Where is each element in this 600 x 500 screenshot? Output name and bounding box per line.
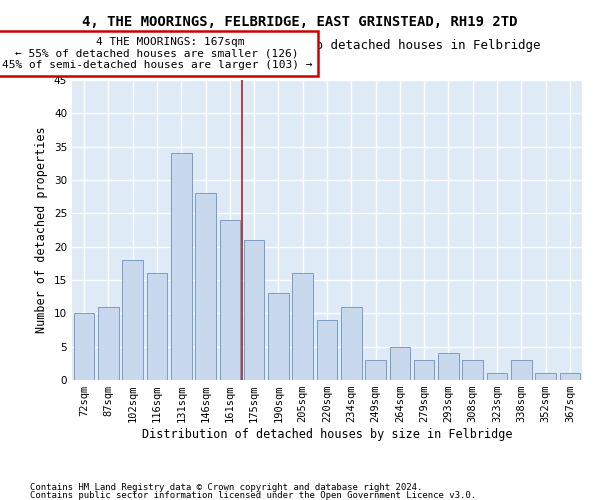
X-axis label: Distribution of detached houses by size in Felbridge: Distribution of detached houses by size … bbox=[142, 428, 512, 441]
Text: Contains public sector information licensed under the Open Government Licence v3: Contains public sector information licen… bbox=[30, 490, 476, 500]
Bar bbox=[535, 374, 556, 380]
Bar bbox=[511, 360, 532, 380]
Bar bbox=[171, 154, 191, 380]
Bar bbox=[341, 306, 362, 380]
Bar bbox=[74, 314, 94, 380]
Bar bbox=[98, 306, 119, 380]
Bar bbox=[146, 274, 167, 380]
Bar bbox=[365, 360, 386, 380]
Bar bbox=[463, 360, 483, 380]
Bar bbox=[317, 320, 337, 380]
Text: Contains HM Land Registry data © Crown copyright and database right 2024.: Contains HM Land Registry data © Crown c… bbox=[30, 484, 422, 492]
Bar bbox=[438, 354, 459, 380]
Bar bbox=[414, 360, 434, 380]
Text: 4 THE MOORINGS: 167sqm
← 55% of detached houses are smaller (126)
45% of semi-de: 4 THE MOORINGS: 167sqm ← 55% of detached… bbox=[2, 37, 312, 70]
Y-axis label: Number of detached properties: Number of detached properties bbox=[35, 126, 49, 334]
Bar bbox=[292, 274, 313, 380]
Bar bbox=[389, 346, 410, 380]
Bar bbox=[220, 220, 240, 380]
Bar bbox=[487, 374, 508, 380]
Bar bbox=[560, 374, 580, 380]
Bar bbox=[268, 294, 289, 380]
Bar bbox=[122, 260, 143, 380]
Bar bbox=[195, 194, 216, 380]
Title: Size of property relative to detached houses in Felbridge: Size of property relative to detached ho… bbox=[113, 40, 541, 52]
Text: 4, THE MOORINGS, FELBRIDGE, EAST GRINSTEAD, RH19 2TD: 4, THE MOORINGS, FELBRIDGE, EAST GRINSTE… bbox=[82, 15, 518, 29]
Bar bbox=[244, 240, 265, 380]
